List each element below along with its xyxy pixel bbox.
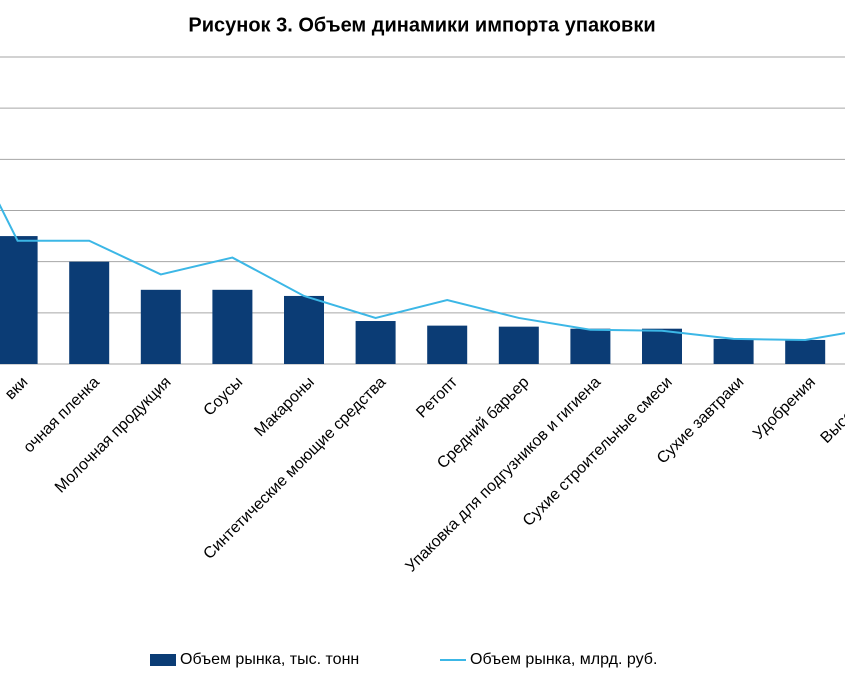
bar [642,328,682,364]
grid [0,56,845,365]
bar [713,338,754,364]
plot-area [0,203,845,364]
bar [140,289,181,364]
bar [284,295,324,364]
x-tick-label: Удобрения [750,374,819,443]
x-tick-label: Молочная продукция [52,374,175,497]
bar [355,321,396,364]
legend: Объем рынка, тыс. тонн Объем рынка, млрд.… [150,651,657,668]
bar [69,261,110,364]
legend-label: Объем рынка, млрд. руб. [470,651,657,668]
x-tick-label: Соусы [201,374,247,420]
chart-title: Рисунок 3. Объем динамики импорта упаков… [188,14,655,36]
x-tick-label: Сухие строительные смеси [520,374,676,530]
x-tick-label: Макароны [251,374,317,440]
legend-label: Объем рынка, тыс. тонн [180,651,359,668]
bar [498,326,539,364]
bar [0,236,38,364]
bar [570,328,611,364]
legend-swatch [150,654,176,666]
bar [427,325,468,364]
x-tick-label: Высокий ба [818,374,845,447]
bar [212,289,253,364]
x-tick-label: очная пленка [20,374,103,457]
x-tick-label: Ретопт [413,373,461,421]
bar [785,339,826,364]
x-tick-label: вки [2,374,31,403]
line [0,203,845,341]
